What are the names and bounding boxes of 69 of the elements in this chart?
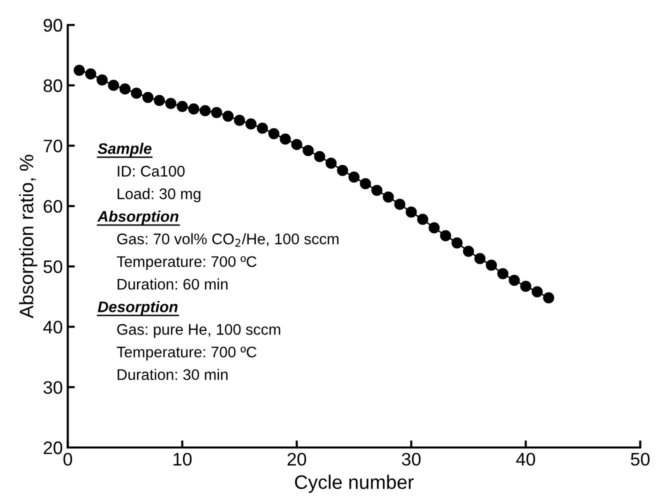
- point: [348, 172, 360, 183]
- point: [256, 122, 268, 134]
- point: [394, 198, 406, 210]
- point: [188, 103, 200, 114]
- point: [428, 222, 440, 234]
- point: [74, 64, 85, 76]
- point: [326, 158, 337, 169]
- point: [440, 230, 452, 242]
- point: [222, 110, 234, 122]
- annotation: Duration: 60 min: [118, 278, 228, 290]
- annotation: Sample: [98, 142, 152, 158]
- point: [337, 164, 348, 176]
- point: [280, 134, 291, 145]
- point: [211, 106, 222, 118]
- point: [234, 114, 246, 126]
- point: [119, 83, 131, 95]
- y-tick-label: 80: [44, 79, 62, 92]
- annotation: Desorption: [98, 301, 178, 316]
- point: [371, 184, 382, 196]
- x-tick-label: 40: [516, 452, 536, 466]
- annotation: Duration: 30 min: [118, 368, 228, 380]
- point: [96, 74, 108, 86]
- point: [85, 68, 96, 80]
- x-axis-title: Cycle number: [295, 474, 414, 493]
- point: [497, 268, 508, 280]
- x-tick-label: 10: [174, 452, 192, 466]
- y-tick-label: 70: [44, 140, 62, 152]
- point: [462, 246, 474, 257]
- point: [520, 280, 532, 292]
- annotation: Gas: pure He, 100 sccm: [117, 324, 280, 338]
- y-tick-label: 60: [44, 200, 62, 213]
- annotation: Absorption: [97, 210, 178, 225]
- x-tick-label: 0: [63, 452, 72, 466]
- point: [486, 260, 497, 271]
- x-tick-label: 30: [402, 452, 421, 466]
- point: [154, 94, 165, 106]
- point: [130, 88, 142, 99]
- point: [302, 144, 314, 156]
- point: [417, 214, 428, 225]
- point: [474, 253, 486, 264]
- point: [108, 80, 120, 91]
- y-tick-label: 50: [44, 260, 62, 274]
- annotation: Temperature: 700 ºC: [116, 346, 256, 360]
- point: [314, 151, 326, 162]
- y-tick-label: 20: [44, 441, 62, 454]
- annotation: Load: 30 mg: [118, 188, 200, 202]
- x-tick-label: 50: [630, 452, 650, 466]
- annotation: Temperature: 700 ºC: [116, 256, 256, 270]
- annotation: Gas: 70 vol% CO$_{2}$/He, 100 sccm: [117, 233, 338, 247]
- point: [200, 105, 211, 116]
- point: [142, 92, 154, 103]
- point: [532, 286, 543, 298]
- y-tick-label: 30: [44, 381, 62, 394]
- y-tick-label: 40: [43, 320, 62, 334]
- y-axis-title: Absorption ratio, %: [19, 154, 38, 318]
- point: [451, 237, 463, 248]
- point: [291, 138, 302, 150]
- point: [406, 206, 417, 218]
- annotation: ID: Ca100: [118, 166, 185, 177]
- x-tick-label: 20: [288, 452, 306, 466]
- point: [508, 274, 520, 286]
- point: [245, 118, 257, 130]
- y-tick-label: 90: [44, 18, 62, 32]
- point: [382, 191, 394, 203]
- point: [165, 98, 176, 110]
- point: [360, 178, 372, 190]
- point: [176, 100, 188, 112]
- point: [543, 292, 554, 304]
- point: [268, 128, 280, 140]
